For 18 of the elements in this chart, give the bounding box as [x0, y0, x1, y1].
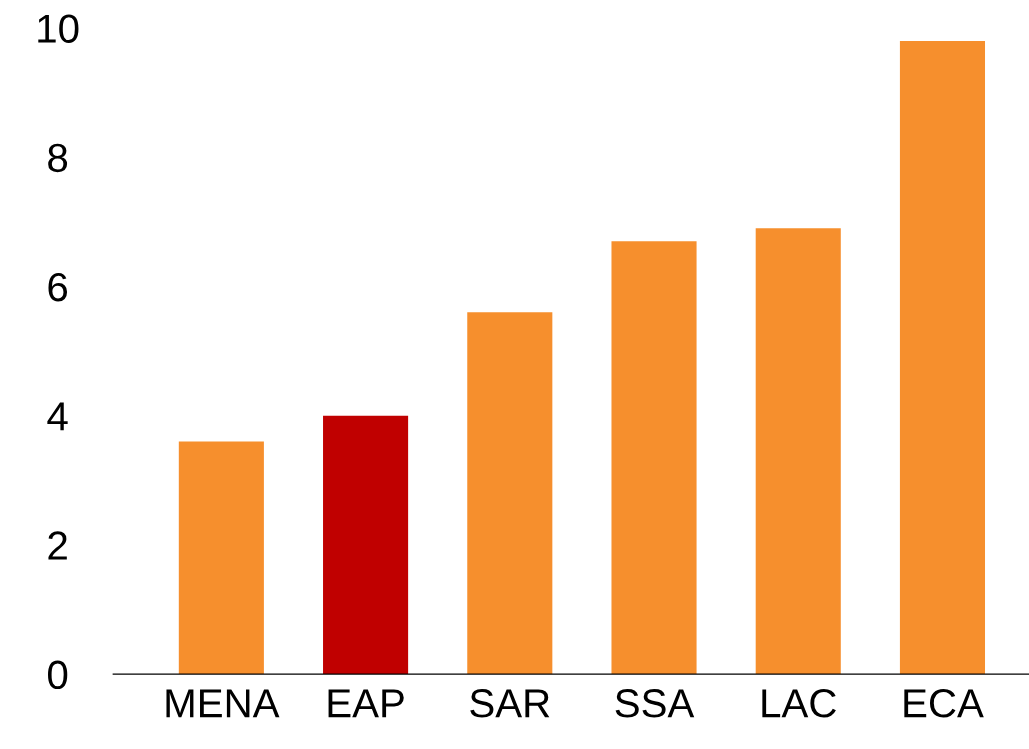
bar [178, 441, 264, 675]
x-tick-label: SAR [470, 689, 550, 718]
bar [467, 312, 553, 675]
bar [611, 241, 697, 675]
y-tick-label: 8 [48, 143, 68, 173]
y-tick-label: 4 [47, 402, 68, 431]
x-tick-label: LAC [762, 689, 836, 718]
bar [755, 228, 841, 675]
y-tick-label: 10 [38, 14, 79, 43]
bar [899, 40, 986, 675]
bar [323, 415, 409, 675]
x-tick-label: ECA [904, 689, 984, 718]
x-tick-label: SSA [615, 689, 695, 718]
x-tick-label: MENA [166, 689, 280, 718]
y-tick-label: 2 [48, 531, 67, 560]
y-tick-label: 6 [48, 272, 68, 302]
y-tick-label: 0 [48, 660, 68, 690]
x-tick-label: EAP [328, 689, 404, 718]
